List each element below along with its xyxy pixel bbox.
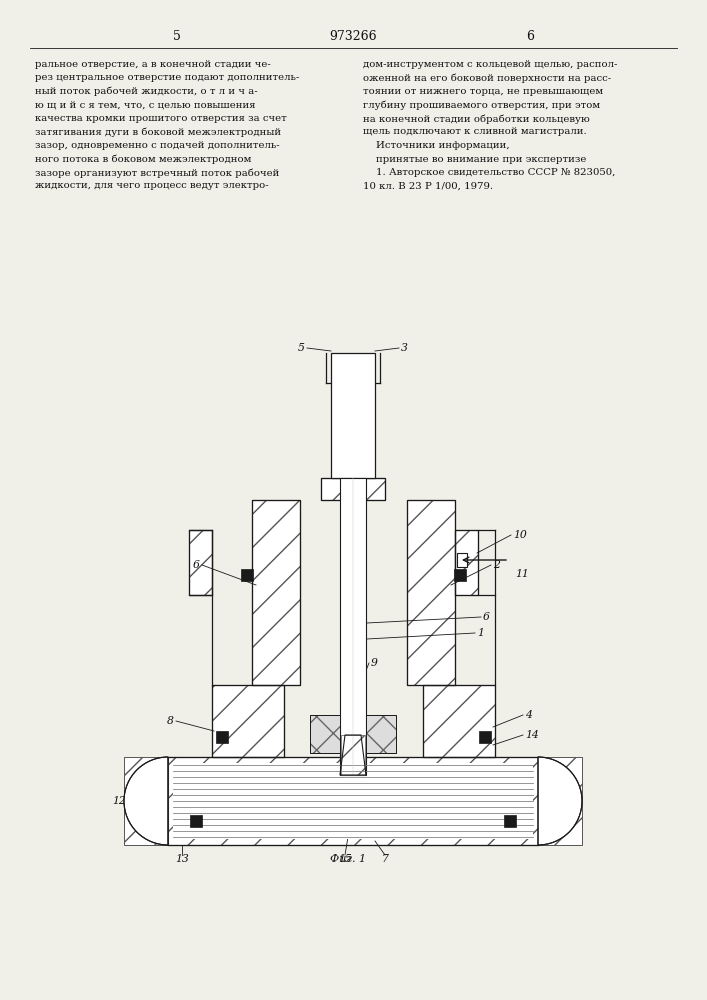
- Bar: [190, 815, 202, 827]
- Text: 2: 2: [493, 560, 500, 570]
- Text: принятые во внимание при экспертизе: принятые во внимание при экспертизе: [363, 154, 586, 163]
- Text: 8: 8: [167, 716, 174, 726]
- Text: зазоре организуют встречный поток рабочей: зазоре организуют встречный поток рабоче…: [35, 168, 279, 178]
- Bar: [124, 757, 168, 845]
- Text: ральное отверстие, а в конечной стадии че-: ральное отверстие, а в конечной стадии ч…: [35, 60, 271, 69]
- Text: 10 кл. В 23 Р 1/00, 1979.: 10 кл. В 23 Р 1/00, 1979.: [363, 182, 493, 190]
- Bar: [479, 731, 491, 743]
- Bar: [173, 763, 533, 839]
- Text: 3: 3: [401, 343, 408, 353]
- Text: ный поток рабочей жидкости, о т л и ч а-: ный поток рабочей жидкости, о т л и ч а-: [35, 87, 257, 97]
- Bar: [504, 815, 516, 827]
- Text: 1. Авторское свидетельство СССР № 823050,: 1. Авторское свидетельство СССР № 823050…: [363, 168, 615, 177]
- Bar: [310, 715, 340, 753]
- Text: 6: 6: [483, 612, 490, 622]
- Text: 4: 4: [525, 710, 532, 720]
- Text: рез центральное отверстие подают дополнитель-: рез центральное отверстие подают дополни…: [35, 74, 299, 83]
- Text: 5: 5: [173, 29, 181, 42]
- Bar: [341, 735, 365, 775]
- Text: тоянии от нижнего торца, не превышающем: тоянии от нижнего торца, не превышающем: [363, 87, 603, 96]
- Text: зазор, одновременно с подачей дополнитель-: зазор, одновременно с подачей дополнител…: [35, 141, 280, 150]
- Text: 6: 6: [193, 560, 200, 570]
- Bar: [455, 530, 478, 595]
- Bar: [189, 530, 212, 595]
- Text: Источники информации,: Источники информации,: [363, 141, 510, 150]
- Text: 5: 5: [298, 343, 305, 353]
- Bar: [407, 500, 455, 685]
- Bar: [455, 530, 478, 595]
- Text: 13: 13: [175, 854, 189, 864]
- Text: 9: 9: [375, 766, 382, 776]
- Text: на конечной стадии обработки кольцевую: на конечной стадии обработки кольцевую: [363, 114, 590, 123]
- Bar: [423, 685, 495, 757]
- Text: жидкости, для чего процесс ведут электро-: жидкости, для чего процесс ведут электро…: [35, 182, 269, 190]
- Bar: [538, 757, 582, 845]
- Text: щель подключают к сливной магистрали.: щель подключают к сливной магистрали.: [363, 127, 587, 136]
- Wedge shape: [124, 757, 168, 845]
- Text: ного потока в боковом межэлектродном: ного потока в боковом межэлектродном: [35, 154, 252, 164]
- Bar: [168, 757, 538, 845]
- Text: Фиг. 1: Фиг. 1: [330, 854, 366, 864]
- Text: 14: 14: [525, 730, 539, 740]
- Bar: [310, 715, 340, 753]
- Text: 6: 6: [526, 29, 534, 42]
- Bar: [321, 478, 385, 500]
- Text: дом-инструментом с кольцевой щелью, распол-: дом-инструментом с кольцевой щелью, расп…: [363, 60, 617, 69]
- Wedge shape: [538, 757, 582, 845]
- Bar: [212, 685, 284, 757]
- Bar: [366, 715, 396, 753]
- Bar: [189, 530, 212, 595]
- Bar: [331, 353, 375, 478]
- Bar: [212, 685, 284, 757]
- Bar: [321, 478, 385, 500]
- Bar: [454, 569, 466, 581]
- Text: глубину прошиваемого отверстия, при этом: глубину прошиваемого отверстия, при этом: [363, 101, 600, 110]
- Bar: [216, 731, 228, 743]
- Text: 973266: 973266: [329, 29, 377, 42]
- Bar: [407, 500, 455, 685]
- Bar: [252, 500, 300, 685]
- Bar: [457, 553, 467, 567]
- Text: 9: 9: [371, 658, 378, 668]
- Bar: [241, 569, 253, 581]
- Text: 10: 10: [513, 530, 527, 540]
- Bar: [340, 478, 366, 775]
- Text: 11: 11: [515, 569, 529, 579]
- Text: 15: 15: [338, 854, 352, 864]
- Text: качества кромки прошитого отверстия за счет: качества кромки прошитого отверстия за с…: [35, 114, 287, 123]
- Bar: [423, 685, 495, 757]
- Bar: [252, 500, 300, 685]
- Bar: [366, 715, 396, 753]
- Text: оженной на его боковой поверхности на расс-: оженной на его боковой поверхности на ра…: [363, 74, 611, 83]
- Text: затягивания дуги в боковой межэлектродный: затягивания дуги в боковой межэлектродны…: [35, 127, 281, 137]
- Text: ю щ и й с я тем, что, с целью повышения: ю щ и й с я тем, что, с целью повышения: [35, 101, 255, 109]
- Text: 1: 1: [477, 628, 484, 638]
- Text: 12: 12: [112, 796, 126, 806]
- Text: 7: 7: [382, 854, 388, 864]
